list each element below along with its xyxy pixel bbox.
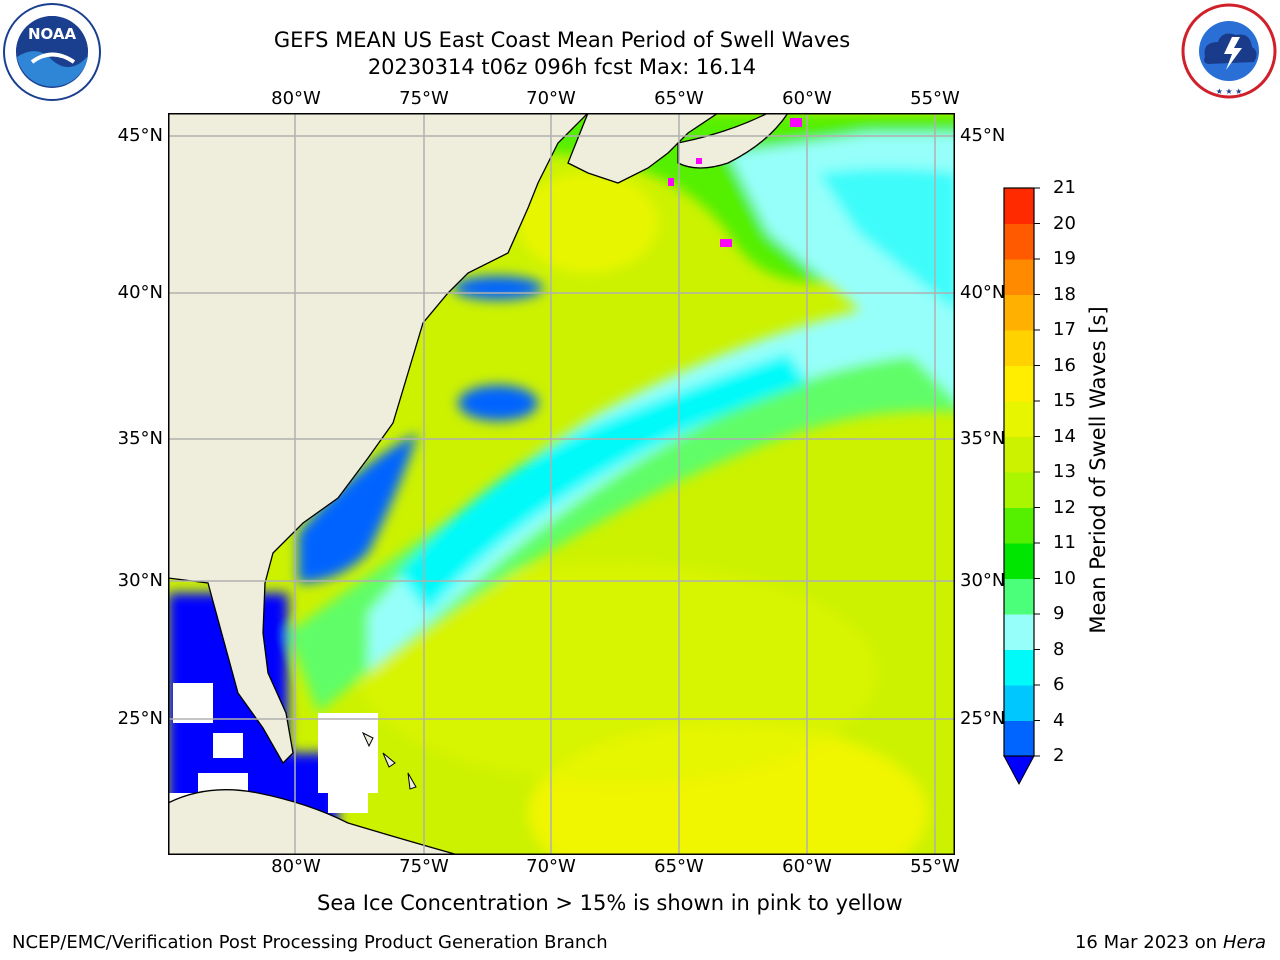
colorbar-tick-label: 19 (1053, 248, 1076, 269)
sea-ice-note: Sea Ice Concentration > 15% is shown in … (317, 891, 903, 915)
footer-right: 16 Mar 2023 on Hera (1075, 932, 1266, 953)
lon-label-bottom: 60°W (782, 856, 832, 877)
colorbar-segment (1004, 401, 1034, 437)
lon-label-bottom: 75°W (399, 856, 449, 877)
lat-label-left: 40°N (117, 282, 163, 303)
chart-subtitle: 20230314 t06z 096h fcst Max: 16.14 (367, 55, 757, 79)
colorbar-tick-label: 15 (1053, 390, 1076, 411)
svg-text:★ ★ ★: ★ ★ ★ (1216, 87, 1243, 96)
colorbar-segment (1004, 472, 1034, 508)
colorbar-tick-label: 14 (1053, 425, 1076, 447)
colorbar-tick-label: 11 (1053, 532, 1076, 553)
colorbar (1000, 186, 1040, 786)
colorbar-segment (1004, 507, 1034, 544)
colorbar-segment (1004, 649, 1034, 686)
colorbar-segment (1004, 685, 1034, 721)
colorbar-extend-triangle (1003, 755, 1035, 786)
colorbar-segment (1004, 330, 1034, 366)
footer-left: NCEP/EMC/Verification Post Processing Pr… (12, 932, 608, 953)
colorbar-segment (1004, 188, 1034, 224)
colorbar-tick-label: 17 (1053, 319, 1076, 340)
colorbar-tick-label: 18 (1053, 283, 1076, 305)
lat-label-right: 45°N (960, 125, 1006, 146)
colorbar-tick-label: 12 (1053, 496, 1076, 518)
lat-label-right: 25°N (960, 708, 1006, 729)
lat-label-left: 35°N (117, 428, 163, 449)
colorbar-tick-label: 9 (1053, 603, 1065, 624)
chart-title: GEFS MEAN US East Coast Mean Period of S… (273, 28, 851, 52)
colorbar-segment (1004, 720, 1034, 757)
lon-label-bottom: 80°W (271, 856, 321, 877)
colorbar-tick-label: 13 (1053, 461, 1076, 482)
map-panel (168, 113, 955, 855)
colorbar-segment (1004, 259, 1034, 295)
lon-label-top: 75°W (399, 88, 449, 109)
lon-label-bottom: 55°W (910, 856, 960, 877)
lat-label-right: 35°N (960, 428, 1006, 449)
colorbar-label: Mean Period of Swell Waves [s] (1086, 306, 1110, 634)
colorbar-tick-label: 8 (1053, 638, 1065, 660)
colorbar-tick-label: 20 (1053, 212, 1076, 234)
lat-label-left: 25°N (117, 708, 163, 729)
colorbar-segment (1004, 436, 1034, 473)
colorbar-segment (1004, 614, 1034, 650)
lon-label-bottom: 65°W (654, 856, 704, 877)
colorbar-tick-label: 4 (1053, 709, 1065, 731)
colorbar-segment (1004, 294, 1034, 331)
colorbar-segment (1004, 578, 1034, 615)
noaa-logo-text: NOAA (28, 25, 77, 43)
lat-label-left: 45°N (117, 125, 163, 146)
colorbar-segment (1004, 365, 1034, 402)
lon-label-top: 55°W (910, 88, 960, 109)
colorbar-tick-label: 2 (1053, 745, 1065, 766)
lon-label-top: 70°W (526, 88, 576, 109)
colorbar-tick-label: 10 (1053, 567, 1076, 589)
colorbar-tick-label: 16 (1053, 354, 1076, 376)
lon-label-top: 65°W (654, 88, 704, 109)
colorbar-tick-label: 21 (1053, 177, 1076, 198)
lat-label-right: 30°N (960, 570, 1006, 591)
nws-logo: ★ ★ ★ (1180, 2, 1278, 100)
footer-machine: Hera (1222, 932, 1266, 953)
footer-date: 16 Mar 2023 on (1074, 932, 1218, 953)
colorbar-segment (1004, 543, 1034, 579)
lon-label-top: 80°W (271, 88, 321, 109)
lon-label-bottom: 70°W (526, 856, 576, 877)
lon-label-top: 60°W (782, 88, 832, 109)
lat-label-right: 40°N (960, 282, 1006, 303)
lat-label-left: 30°N (117, 570, 163, 591)
colorbar-segment (1004, 223, 1034, 260)
colorbar-tick-label: 6 (1053, 674, 1065, 695)
noaa-logo: NOAA (2, 2, 102, 102)
